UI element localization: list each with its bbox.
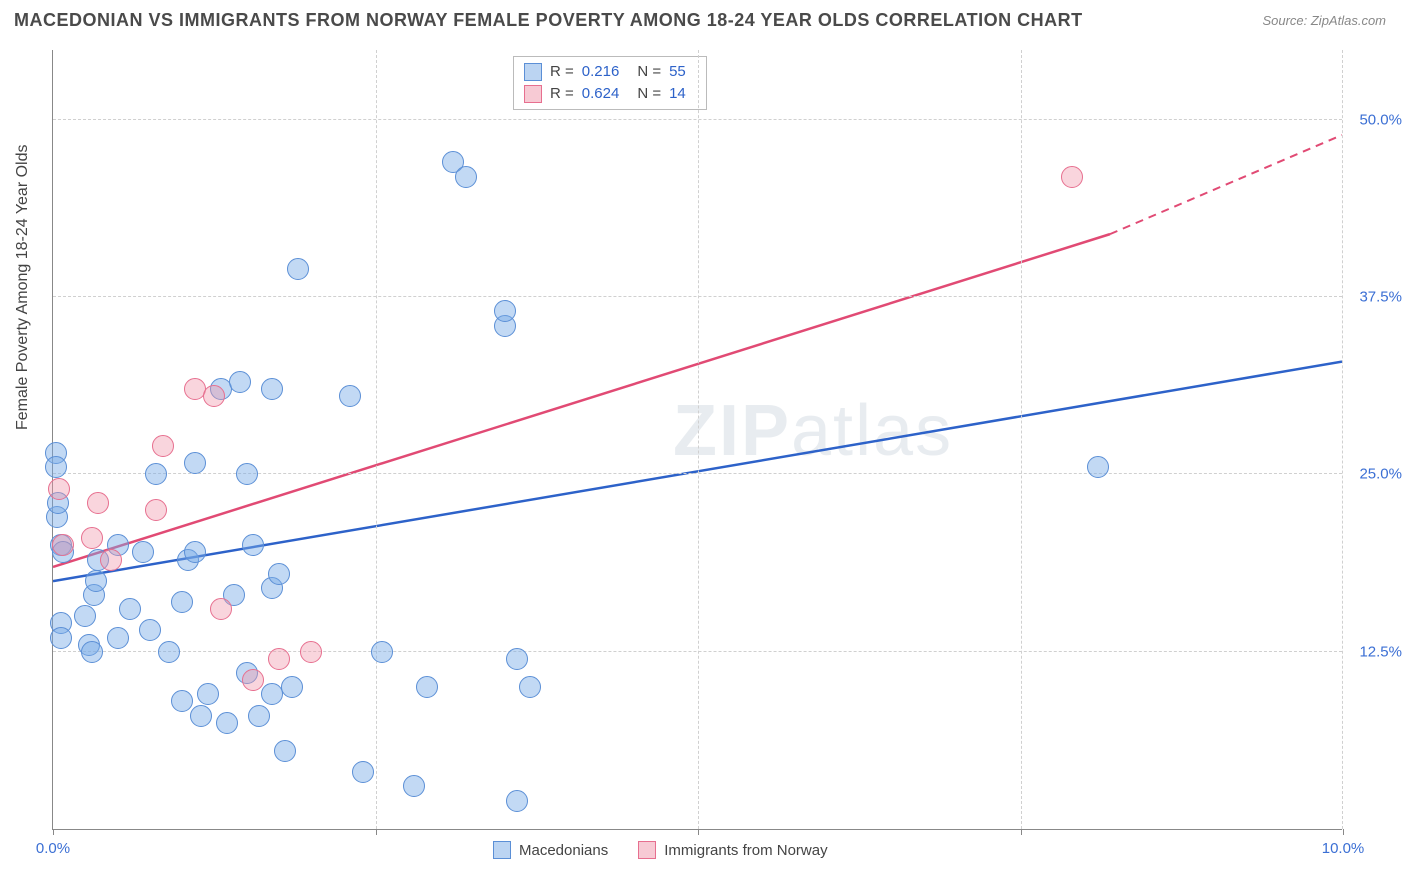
data-point	[152, 435, 174, 457]
y-axis-label: Female Poverty Among 18-24 Year Olds	[14, 145, 32, 431]
data-point	[210, 598, 232, 620]
plot-wrap: ZIPatlas R = 0.216 N = 55 R = 0.624 N = …	[52, 50, 1342, 830]
plot-area: ZIPatlas R = 0.216 N = 55 R = 0.624 N = …	[52, 50, 1342, 830]
data-point	[506, 648, 528, 670]
data-point	[107, 627, 129, 649]
xtick-label: 10.0%	[1322, 840, 1365, 857]
ytick-label: 25.0%	[1347, 466, 1402, 483]
data-point	[74, 605, 96, 627]
ytick-label: 37.5%	[1347, 289, 1402, 306]
data-point	[242, 534, 264, 556]
data-point	[216, 712, 238, 734]
data-point	[268, 563, 290, 585]
ytick-label: 50.0%	[1347, 111, 1402, 128]
data-point	[248, 705, 270, 727]
legend-stats-row-1: R = 0.624 N = 14	[524, 83, 696, 105]
data-point	[519, 676, 541, 698]
data-point	[197, 683, 219, 705]
data-point	[261, 378, 283, 400]
xtick-label: 0.0%	[36, 840, 70, 857]
data-point	[158, 641, 180, 663]
data-point	[119, 598, 141, 620]
legend-swatch-pink	[638, 841, 656, 859]
data-point	[281, 676, 303, 698]
data-point	[506, 790, 528, 812]
legend-stats: R = 0.216 N = 55 R = 0.624 N = 14	[513, 56, 707, 110]
data-point	[45, 456, 67, 478]
data-point	[190, 705, 212, 727]
data-point	[145, 499, 167, 521]
data-point	[81, 527, 103, 549]
legend-swatch-blue	[524, 63, 542, 81]
data-point	[52, 534, 74, 556]
title-bar: MACEDONIAN VS IMMIGRANTS FROM NORWAY FEM…	[0, 0, 1406, 37]
data-point	[352, 761, 374, 783]
data-point	[171, 591, 193, 613]
data-point	[87, 492, 109, 514]
data-point	[242, 669, 264, 691]
data-point	[203, 385, 225, 407]
data-point	[287, 258, 309, 280]
data-point	[184, 541, 206, 563]
source-label: Source: ZipAtlas.com	[1262, 13, 1386, 28]
data-point	[81, 641, 103, 663]
legend-stats-row-0: R = 0.216 N = 55	[524, 61, 696, 83]
data-point	[403, 775, 425, 797]
data-point	[184, 452, 206, 474]
watermark: ZIPatlas	[673, 390, 953, 472]
data-point	[274, 740, 296, 762]
data-point	[171, 690, 193, 712]
data-point	[416, 676, 438, 698]
data-point	[455, 166, 477, 188]
data-point	[300, 641, 322, 663]
data-point	[139, 619, 161, 641]
data-point	[85, 570, 107, 592]
data-point	[145, 463, 167, 485]
data-point	[268, 648, 290, 670]
legend-series: Macedonians Immigrants from Norway	[493, 841, 828, 859]
ytick-label: 12.5%	[1347, 643, 1402, 660]
legend-swatch-pink	[524, 85, 542, 103]
data-point	[48, 478, 70, 500]
data-point	[371, 641, 393, 663]
legend-swatch-blue	[493, 841, 511, 859]
data-point	[1061, 166, 1083, 188]
data-point	[100, 549, 122, 571]
legend-item-0: Macedonians	[493, 841, 608, 859]
data-point	[236, 463, 258, 485]
data-point	[494, 300, 516, 322]
data-point	[229, 371, 251, 393]
legend-item-1: Immigrants from Norway	[638, 841, 827, 859]
data-point	[1087, 456, 1109, 478]
data-point	[50, 627, 72, 649]
data-point	[132, 541, 154, 563]
chart-title: MACEDONIAN VS IMMIGRANTS FROM NORWAY FEM…	[14, 10, 1083, 31]
data-point	[339, 385, 361, 407]
